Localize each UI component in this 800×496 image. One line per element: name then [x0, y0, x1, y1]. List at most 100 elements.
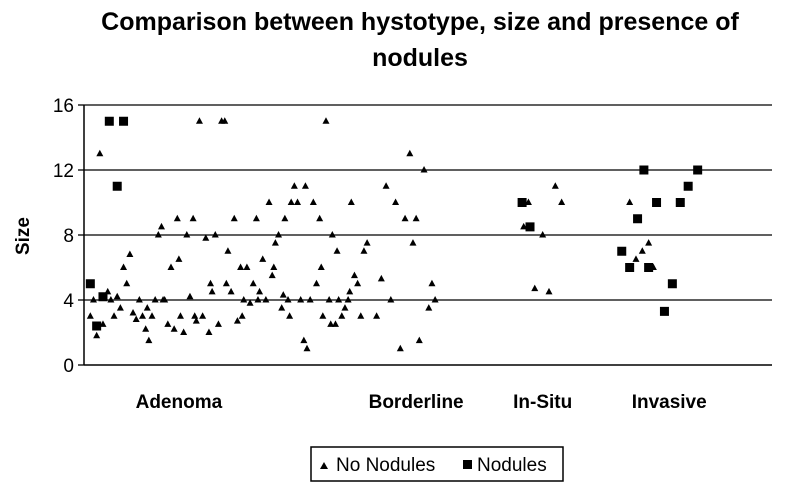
point-no-nodules [164, 320, 172, 327]
point-no-nodules [346, 287, 354, 295]
point-no-nodules [377, 274, 385, 282]
point-no-nodules [297, 296, 305, 303]
legend-box [310, 446, 564, 482]
point-no-nodules [195, 117, 203, 124]
point-no-nodules [551, 182, 559, 189]
point-no-nodules [350, 271, 358, 279]
point-no-nodules [151, 296, 159, 303]
point-no-nodules [558, 198, 566, 205]
point-no-nodules [126, 250, 134, 257]
point-nodules [119, 116, 129, 126]
point-no-nodules [224, 247, 232, 254]
point-nodules [683, 181, 693, 191]
point-no-nodules [420, 166, 428, 173]
point-no-nodules [176, 312, 184, 319]
point-no-nodules [335, 296, 343, 303]
point-no-nodules [148, 312, 156, 319]
point-nodules [112, 181, 122, 191]
chart-title: Comparison between hystotype, size and p… [101, 8, 739, 72]
point-no-nodules [290, 182, 298, 189]
point-no-nodules [157, 222, 165, 230]
point-no-nodules [331, 320, 339, 327]
point-no-nodules [173, 214, 181, 222]
point-no-nodules [227, 287, 235, 295]
y-tick-labels: 0 4 8 12 16 [53, 96, 75, 377]
legend: No Nodules Nodules [310, 446, 564, 482]
point-no-nodules [145, 336, 153, 344]
category-label: Adenoma [136, 392, 223, 413]
point-no-nodules [135, 296, 143, 303]
point-no-nodules [259, 255, 267, 262]
point-nodules [667, 279, 677, 289]
point-no-nodules [287, 198, 295, 205]
point-no-nodules [539, 231, 547, 238]
point-no-nodules [401, 214, 409, 222]
point-no-nodules [132, 315, 140, 322]
point-no-nodules [281, 214, 289, 222]
point-no-nodules [211, 231, 219, 238]
point-nodules [625, 263, 635, 272]
point-no-nodules [319, 312, 327, 319]
category-label: Invasive [632, 392, 707, 413]
point-no-nodules [286, 312, 294, 319]
point-no-nodules [170, 325, 178, 332]
point-nodules [85, 279, 95, 289]
point-no-nodules [341, 304, 349, 311]
point-nodules [92, 321, 102, 331]
point-no-nodules [129, 309, 137, 316]
category-label: In-Situ [513, 392, 572, 413]
point-no-nodules [222, 279, 230, 287]
y-tick-label: 16 [53, 96, 74, 117]
point-no-nodules [344, 296, 352, 303]
point-no-nodules [249, 279, 257, 287]
point-no-nodules [113, 292, 121, 300]
point-nodules [98, 292, 108, 302]
point-no-nodules [428, 279, 436, 287]
point-no-nodules [191, 312, 199, 319]
point-no-nodules [96, 149, 104, 157]
point-no-nodules [531, 284, 539, 292]
point-no-nodules [246, 299, 254, 306]
point-no-nodules [237, 263, 245, 270]
point-nodules [517, 198, 527, 207]
point-no-nodules [328, 231, 336, 238]
point-no-nodules [431, 296, 439, 303]
point-no-nodules [545, 287, 553, 295]
point-no-nodules [347, 198, 355, 205]
point-no-nodules [309, 198, 317, 205]
point-no-nodules [520, 222, 528, 230]
point-nodules [633, 214, 643, 224]
point-no-nodules [189, 214, 197, 222]
point-no-nodules [275, 231, 283, 238]
point-no-nodules [325, 296, 333, 303]
point-no-nodules [645, 239, 653, 246]
point-no-nodules [93, 331, 101, 339]
point-no-nodules [284, 296, 292, 303]
point-no-nodules [107, 296, 115, 303]
point-no-nodules [373, 312, 381, 319]
point-no-nodules [208, 287, 216, 295]
legend-triangle-icon [320, 462, 328, 469]
legend-nodules: Nodules [477, 455, 547, 476]
point-no-nodules [230, 214, 238, 222]
point-no-nodules [86, 312, 94, 319]
point-no-nodules [243, 263, 251, 270]
point-no-nodules [294, 198, 302, 205]
point-no-nodules [123, 279, 131, 287]
point-no-nodules [271, 239, 279, 246]
point-no-nodules [167, 263, 175, 270]
point-no-nodules [303, 344, 311, 352]
point-no-nodules [278, 304, 286, 311]
point-no-nodules [317, 263, 325, 270]
legend-square-icon [463, 460, 472, 469]
point-no-nodules [357, 312, 365, 319]
point-no-nodules [415, 336, 423, 344]
point-no-nodules [396, 344, 404, 352]
point-no-nodules [99, 320, 107, 327]
point-no-nodules [254, 296, 262, 303]
point-no-nodules [142, 325, 150, 332]
point-no-nodules [524, 198, 532, 205]
point-no-nodules [221, 117, 229, 124]
point-no-nodules [252, 214, 260, 222]
point-no-nodules [322, 117, 330, 124]
